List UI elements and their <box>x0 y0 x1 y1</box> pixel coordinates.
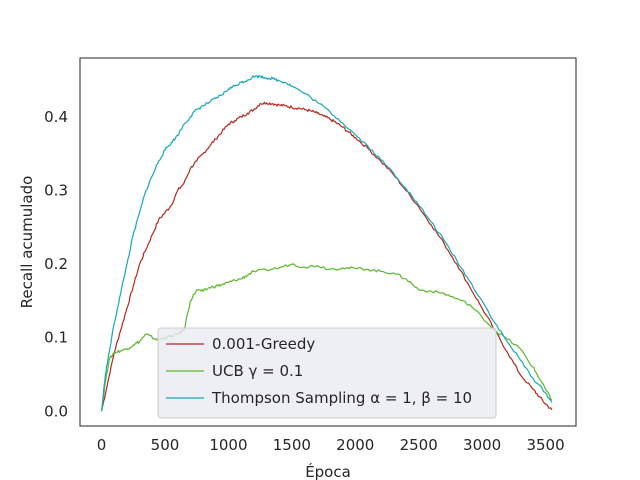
tick-layer: 0 500 1000 1500 2000 2500 3000 3500 0.0 0.1 0.2 0.3… <box>44 108 565 454</box>
x-tick-label: 500 <box>151 436 180 454</box>
y-axis-label: Recall acumulado <box>18 176 36 309</box>
series-line <box>101 74 553 412</box>
legend: 0.001-Greedy UCB γ = 0.1 Thompson Sampling… <box>157 327 497 419</box>
legend-box <box>157 327 497 419</box>
legend-label: UCB γ = 0.1 <box>212 362 303 380</box>
x-tick-label: 0 <box>97 436 107 454</box>
x-axis-label: Época <box>305 462 351 480</box>
series-line <box>101 263 553 412</box>
plot-frame <box>79 57 577 427</box>
legend-label: Thompson Sampling α = 1, β = 10 <box>211 389 472 407</box>
y-tick-label: 0.3 <box>44 181 68 199</box>
legend-label: 0.001-Greedy <box>212 335 315 353</box>
y-tick-label: 0.0 <box>44 402 68 420</box>
series-line <box>101 101 553 412</box>
x-tick-label: 3000 <box>463 436 501 454</box>
x-tick-label: 3500 <box>526 436 564 454</box>
series-layer <box>101 74 553 412</box>
y-tick-label: 0.4 <box>44 108 68 126</box>
x-tick-label: 2500 <box>400 436 438 454</box>
x-tick-label: 1000 <box>209 436 247 454</box>
y-tick-label: 0.1 <box>44 329 68 347</box>
x-tick-label: 1500 <box>273 436 311 454</box>
y-tick-label: 0.2 <box>44 255 68 273</box>
x-tick-label: 2000 <box>336 436 374 454</box>
